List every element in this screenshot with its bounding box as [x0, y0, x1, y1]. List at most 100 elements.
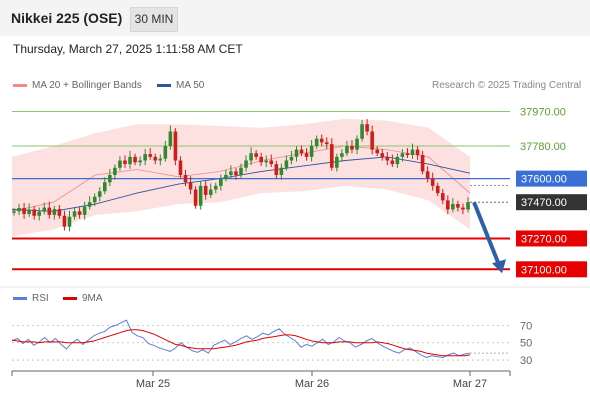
- support-label-4: 37270.00: [521, 233, 567, 245]
- candle-body: [466, 202, 470, 210]
- candle-body: [425, 171, 430, 179]
- support-tag-5: [516, 261, 587, 278]
- candle-body: [350, 145, 354, 150]
- candle-body: [410, 149, 415, 156]
- candle-body: [183, 174, 188, 183]
- candle-body: [340, 153, 344, 157]
- candle-body: [319, 138, 324, 143]
- candle-body: [42, 207, 47, 212]
- candle-body: [435, 185, 440, 194]
- candle-body: [203, 185, 208, 195]
- candle-body: [37, 211, 42, 216]
- candle-body: [229, 171, 233, 175]
- candle-body: [103, 182, 107, 192]
- support-label-5: 37100.00: [521, 264, 567, 276]
- candle-body: [430, 178, 435, 186]
- candle-body: [405, 153, 410, 156]
- rsi-tick-50: 50: [520, 338, 532, 350]
- candle-body: [456, 204, 460, 208]
- time-label-0: Mar 25: [136, 378, 170, 390]
- candle-body: [380, 153, 385, 157]
- instrument-title: Nikkei 225 (OSE): [11, 10, 123, 26]
- candle-body: [113, 167, 117, 175]
- candle-body: [118, 160, 122, 168]
- candle-body: [193, 189, 198, 206]
- candle-body: [163, 145, 168, 159]
- candle-body: [451, 204, 455, 210]
- candle-body: [330, 144, 334, 168]
- candle-body: [446, 200, 450, 210]
- candle-body: [219, 178, 223, 186]
- current-price-tag: [516, 194, 587, 211]
- pivot-tag-2: [516, 170, 587, 187]
- candle-body: [461, 207, 465, 210]
- candle-body: [17, 208, 21, 212]
- candle-body: [400, 153, 405, 157]
- candle-body: [72, 211, 77, 217]
- candle-body: [87, 202, 92, 207]
- candle-body: [335, 156, 339, 168]
- candle-body: [249, 153, 253, 161]
- candle-body: [67, 216, 72, 227]
- rsi-ma-swatch: [63, 296, 77, 300]
- candle-body: [324, 142, 329, 145]
- candle-body: [269, 160, 274, 165]
- legend-ma50: MA 50: [157, 80, 204, 91]
- candle-body: [294, 149, 299, 157]
- candle-body: [153, 156, 158, 161]
- candle-body: [309, 145, 314, 157]
- candle-body: [82, 206, 87, 215]
- time-label-2: Mar 27: [453, 378, 487, 390]
- candle-body: [97, 191, 102, 197]
- rsi-series-rsi: [11, 319, 471, 359]
- resistance-label-0: 37970.00: [520, 107, 566, 119]
- candle-body: [239, 167, 243, 175]
- legend-rsi: RSI: [13, 293, 49, 304]
- candle-body: [420, 155, 425, 172]
- candle-body: [395, 156, 400, 165]
- candle-body: [123, 160, 127, 165]
- candle-body: [279, 167, 284, 175]
- candle-body: [440, 193, 445, 201]
- legend-ma50-label: MA 50: [176, 80, 205, 91]
- candle-body: [284, 160, 289, 168]
- candle-body: [52, 209, 57, 215]
- candle-body: [138, 160, 142, 163]
- rsi-series-9ma: [11, 329, 471, 357]
- ma50-swatch: [157, 83, 171, 87]
- legend-bollinger-label: MA 20 + Bollinger Bands: [32, 80, 142, 91]
- candle-body: [198, 185, 203, 206]
- current-price-label: 37470.00: [521, 197, 567, 209]
- forecast-arrow-head: [492, 259, 506, 274]
- rsi-tick-30: 30: [520, 355, 532, 367]
- candle-body: [370, 131, 374, 150]
- legend-rsi-ma-label: 9MA: [82, 293, 103, 304]
- candle-body: [234, 171, 238, 175]
- candle-body: [12, 211, 16, 213]
- rsi-tick-70: 70: [520, 320, 532, 332]
- candle-body: [365, 124, 369, 132]
- timeframe-button[interactable]: 30 MIN: [130, 7, 178, 32]
- candle-body: [375, 149, 379, 154]
- candle-body: [133, 156, 137, 163]
- candle-body: [244, 160, 248, 168]
- candle-body: [254, 153, 258, 157]
- candle-body: [77, 211, 82, 215]
- candle-body: [224, 174, 228, 179]
- candle-body: [168, 131, 173, 146]
- candle-body: [178, 160, 183, 175]
- candle-body: [173, 131, 178, 161]
- chart-header: Nikkei 225 (OSE) 30 MIN: [0, 0, 590, 36]
- candle-body: [57, 209, 62, 216]
- candle-body: [62, 215, 67, 227]
- candle-body: [385, 156, 390, 161]
- candle-body: [360, 124, 364, 139]
- research-credit: Research © 2025 Trading Central: [432, 80, 582, 91]
- bollinger-swatch: [13, 83, 27, 87]
- candle-body: [299, 149, 304, 154]
- chart-timestamp: Thursday, March 27, 2025 1:11:58 AM CET: [13, 42, 243, 56]
- candle-body: [188, 182, 193, 190]
- candles: [12, 119, 470, 232]
- candle-body: [289, 156, 294, 161]
